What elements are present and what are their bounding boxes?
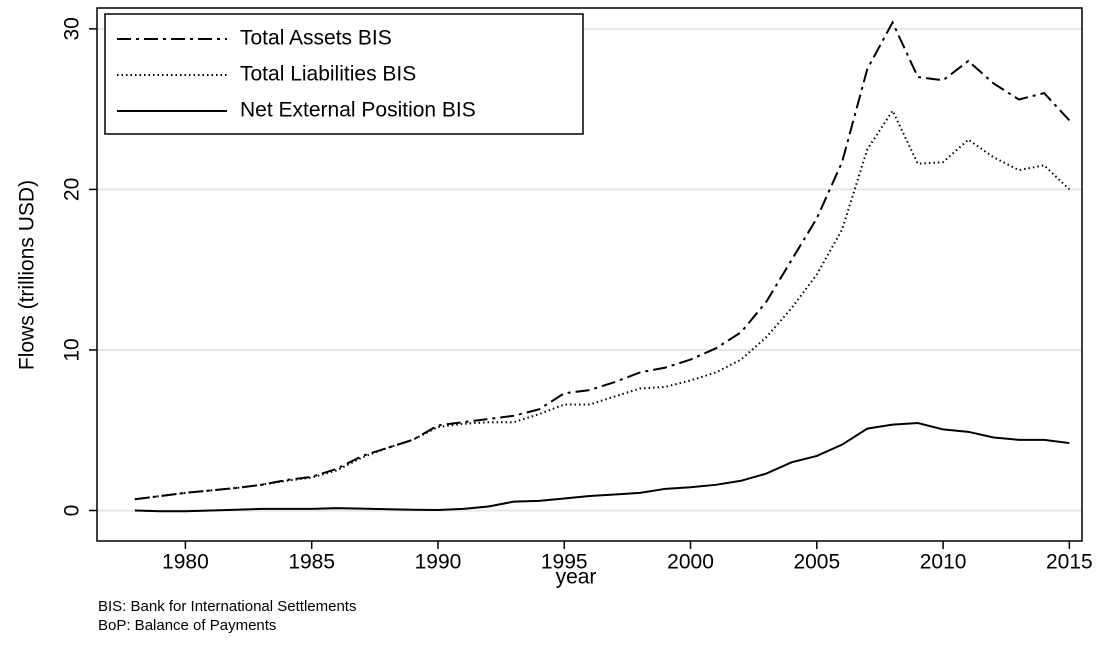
series-line — [134, 108, 1071, 501]
y-axis-label: Flows (trillions USD) — [16, 180, 39, 370]
x-tick-label: 2005 — [793, 551, 840, 574]
legend-label: Total Liabilities BIS — [240, 63, 416, 86]
y-tick-label: 0 — [61, 505, 84, 517]
footnote: BoP: Balance of Payments — [98, 617, 276, 634]
y-tick-label: 10 — [61, 338, 84, 361]
x-tick-label: 1990 — [415, 551, 462, 574]
x-axis-label: year — [556, 566, 597, 589]
x-tick-label: 1985 — [288, 551, 335, 574]
y-tick-label: 20 — [61, 178, 84, 201]
y-tick-label: 30 — [61, 17, 84, 40]
x-tick-label: 2015 — [1046, 551, 1093, 574]
series-line — [134, 20, 1071, 501]
x-tick-label: 2010 — [920, 551, 967, 574]
legend-label: Total Assets BIS — [240, 27, 392, 50]
x-tick-label: 1995 — [541, 551, 588, 574]
x-tick-label: 2000 — [667, 551, 714, 574]
legend-label: Net External Position BIS — [240, 99, 476, 122]
series-line — [134, 421, 1070, 513]
footnote: BIS: Bank for International Settlements — [98, 598, 356, 615]
plot-frame — [96, 7, 1083, 542]
x-tick-label: 1980 — [162, 551, 209, 574]
